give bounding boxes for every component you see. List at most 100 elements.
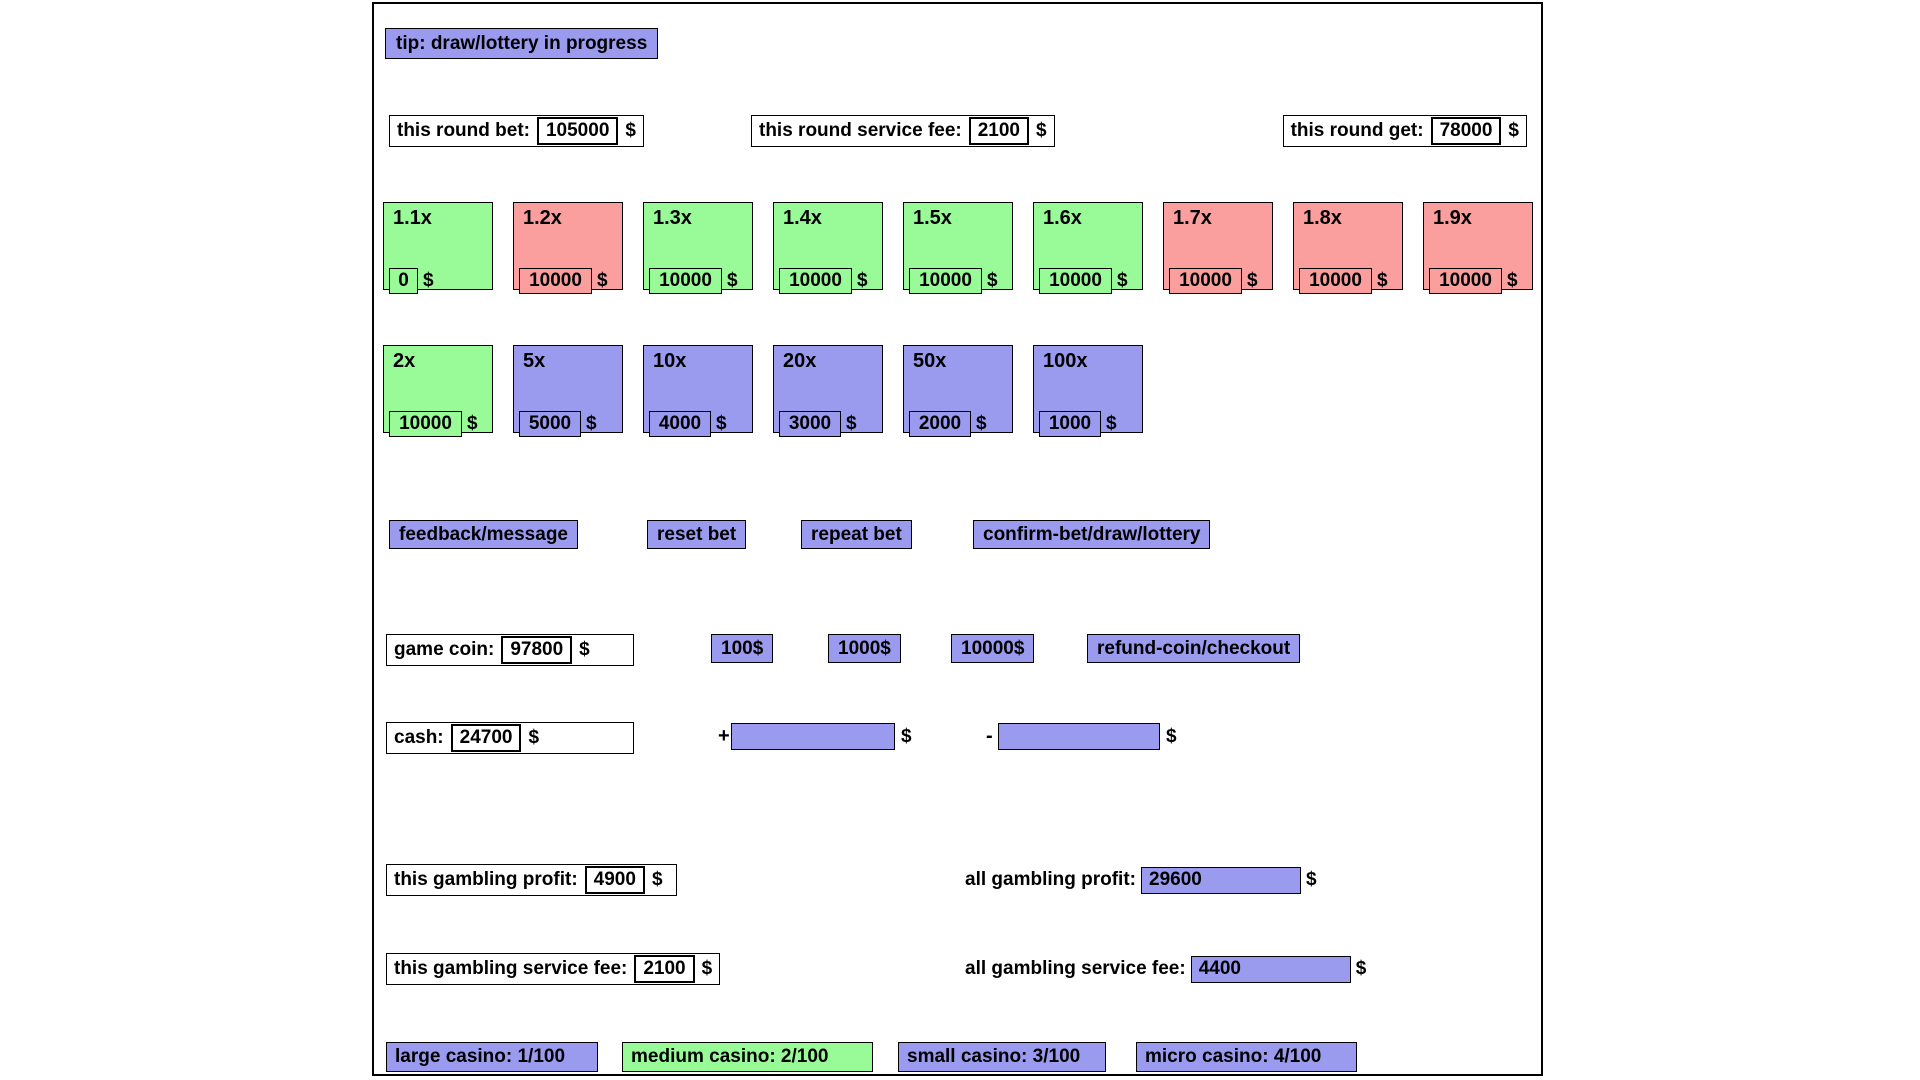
multiplier-box-5x: 5x $ [513,345,623,437]
all-gambling-profit-value: 29600 [1141,866,1301,894]
multiplier-label: 5x [523,350,546,372]
dollar-sign: $ [467,413,478,434]
add-coin-button-1000[interactable]: 1000$ [828,634,901,663]
add-coin-button-10000[interactable]: 10000$ [951,634,1035,663]
bet-input-2x[interactable] [389,411,462,437]
dollar-sign: $ [727,270,738,291]
confirm-bet-draw-lottery-button[interactable]: confirm-bet/draw/lottery [973,520,1211,549]
bet-input-1.7x[interactable] [1169,268,1242,294]
bet-input-1.9x[interactable] [1429,268,1502,294]
bet-input-20x[interactable] [779,411,841,437]
feedback-message-button[interactable]: feedback/message [389,520,578,549]
dollar-sign: $ [528,727,540,748]
bet-input-1.5x[interactable] [909,268,982,294]
all-gambling-fee-group: all gambling service fee: 4400 $ [965,953,1366,985]
multiplier-label: 1.5x [913,207,952,229]
multiplier-label: 1.3x [653,207,692,229]
bet-entry: $ [1039,411,1117,437]
dollar-sign: $ [423,270,434,291]
bet-input-100x[interactable] [1039,411,1101,437]
multiplier-box-1.8x: 1.8x $ [1293,202,1403,294]
dollar-sign: $ [901,725,912,747]
this-gambling-fee-value: 2100 [634,955,695,983]
this-gambling-fee-label: this gambling service fee: [394,958,628,979]
dollar-sign: $ [976,413,987,434]
bet-entry: $ [519,268,608,294]
refund-coin-checkout-button[interactable]: refund-coin/checkout [1087,634,1301,663]
dollar-sign: $ [701,958,713,979]
game-coin-value: 97800 [501,636,573,664]
dollar-sign: $ [1306,869,1317,890]
dollar-sign: $ [1036,120,1047,141]
bet-entry: $ [519,411,597,437]
this-gambling-profit-display: this gambling profit: 4900 $ [386,864,677,896]
this-gambling-profit-label: this gambling profit: [394,869,578,890]
dollar-sign: $ [987,270,998,291]
bet-entry: $ [779,268,868,294]
multiplier-box-1.1x: 1.1x $ [383,202,493,294]
multiplier-label: 1.2x [523,207,562,229]
multiplier-label: 1.7x [1173,207,1212,229]
bet-input-1.3x[interactable] [649,268,722,294]
round-stat-value: 78000 [1430,117,1502,145]
casino-tab-2[interactable]: medium casino: 2/100 [622,1042,873,1072]
bet-input-5x[interactable] [519,411,581,437]
cash-subtract-input[interactable] [998,723,1160,750]
bet-entry: $ [1299,268,1388,294]
cash-value: 24700 [450,724,522,752]
this-gambling-profit-value: 4900 [584,866,645,894]
bet-entry: $ [909,268,998,294]
round-stat-label: this round get: [1290,120,1424,141]
dollar-sign: $ [1166,725,1177,747]
dollar-sign: $ [716,413,727,434]
round-stat-box-2: this round get: 78000 $ [1282,115,1527,147]
dollar-sign: $ [846,413,857,434]
multiplier-label: 1.1x [393,207,432,229]
multiplier-box-50x: 50x $ [903,345,1013,437]
bet-input-1.4x[interactable] [779,268,852,294]
cash-add-input[interactable] [731,723,895,750]
dollar-sign: $ [1247,270,1258,291]
multiplier-box-1.5x: 1.5x $ [903,202,1013,294]
bet-entry: $ [1039,268,1128,294]
casino-tab-3[interactable]: small casino: 3/100 [898,1042,1106,1072]
bet-input-1.6x[interactable] [1039,268,1112,294]
dollar-sign: $ [651,869,663,890]
multiplier-label: 50x [913,350,947,372]
bet-entry: $ [779,411,857,437]
round-stat-value: 105000 [536,117,619,145]
bet-input-1.2x[interactable] [519,268,592,294]
dollar-sign: $ [625,120,636,141]
casino-tab-1[interactable]: large casino: 1/100 [386,1042,598,1072]
repeat-bet-button[interactable]: repeat bet [801,520,912,549]
multiplier-box-10x: 10x $ [643,345,753,437]
tip-banner: tip: draw/lottery in progress [385,28,659,59]
multiplier-box-1.6x: 1.6x $ [1033,202,1143,294]
bet-input-1.8x[interactable] [1299,268,1372,294]
bet-input-50x[interactable] [909,411,971,437]
multiplier-box-1.3x: 1.3x $ [643,202,753,294]
multiplier-box-1.9x: 1.9x $ [1423,202,1533,294]
bet-entry: $ [389,268,434,294]
dollar-sign: $ [1117,270,1128,291]
minus-sign: - [986,725,993,747]
reset-bet-button[interactable]: reset bet [647,520,747,549]
multiplier-box-20x: 20x $ [773,345,883,437]
multiplier-label: 20x [783,350,817,372]
multiplier-label: 1.6x [1043,207,1082,229]
round-stat-label: this round service fee: [759,120,962,141]
all-gambling-profit-label: all gambling profit: [965,869,1136,890]
casino-game-panel: tip: draw/lottery in progress this round… [372,2,1543,1076]
dollar-sign: $ [579,639,590,660]
dollar-sign: $ [857,270,868,291]
bet-input-10x[interactable] [649,411,711,437]
add-coin-button-100[interactable]: 100$ [711,634,774,663]
all-gambling-profit-group: all gambling profit: 29600 $ [965,864,1317,896]
game-coin-label: game coin: [394,639,495,660]
dollar-sign: $ [1377,270,1388,291]
multiplier-box-100x: 100x $ [1033,345,1143,437]
round-stat-box-1: this round service fee: 2100 $ [751,115,1055,147]
bet-input-1.1x[interactable] [389,268,418,294]
casino-tab-4[interactable]: micro casino: 4/100 [1136,1042,1357,1072]
multiplier-box-2x: 2x $ [383,345,493,437]
